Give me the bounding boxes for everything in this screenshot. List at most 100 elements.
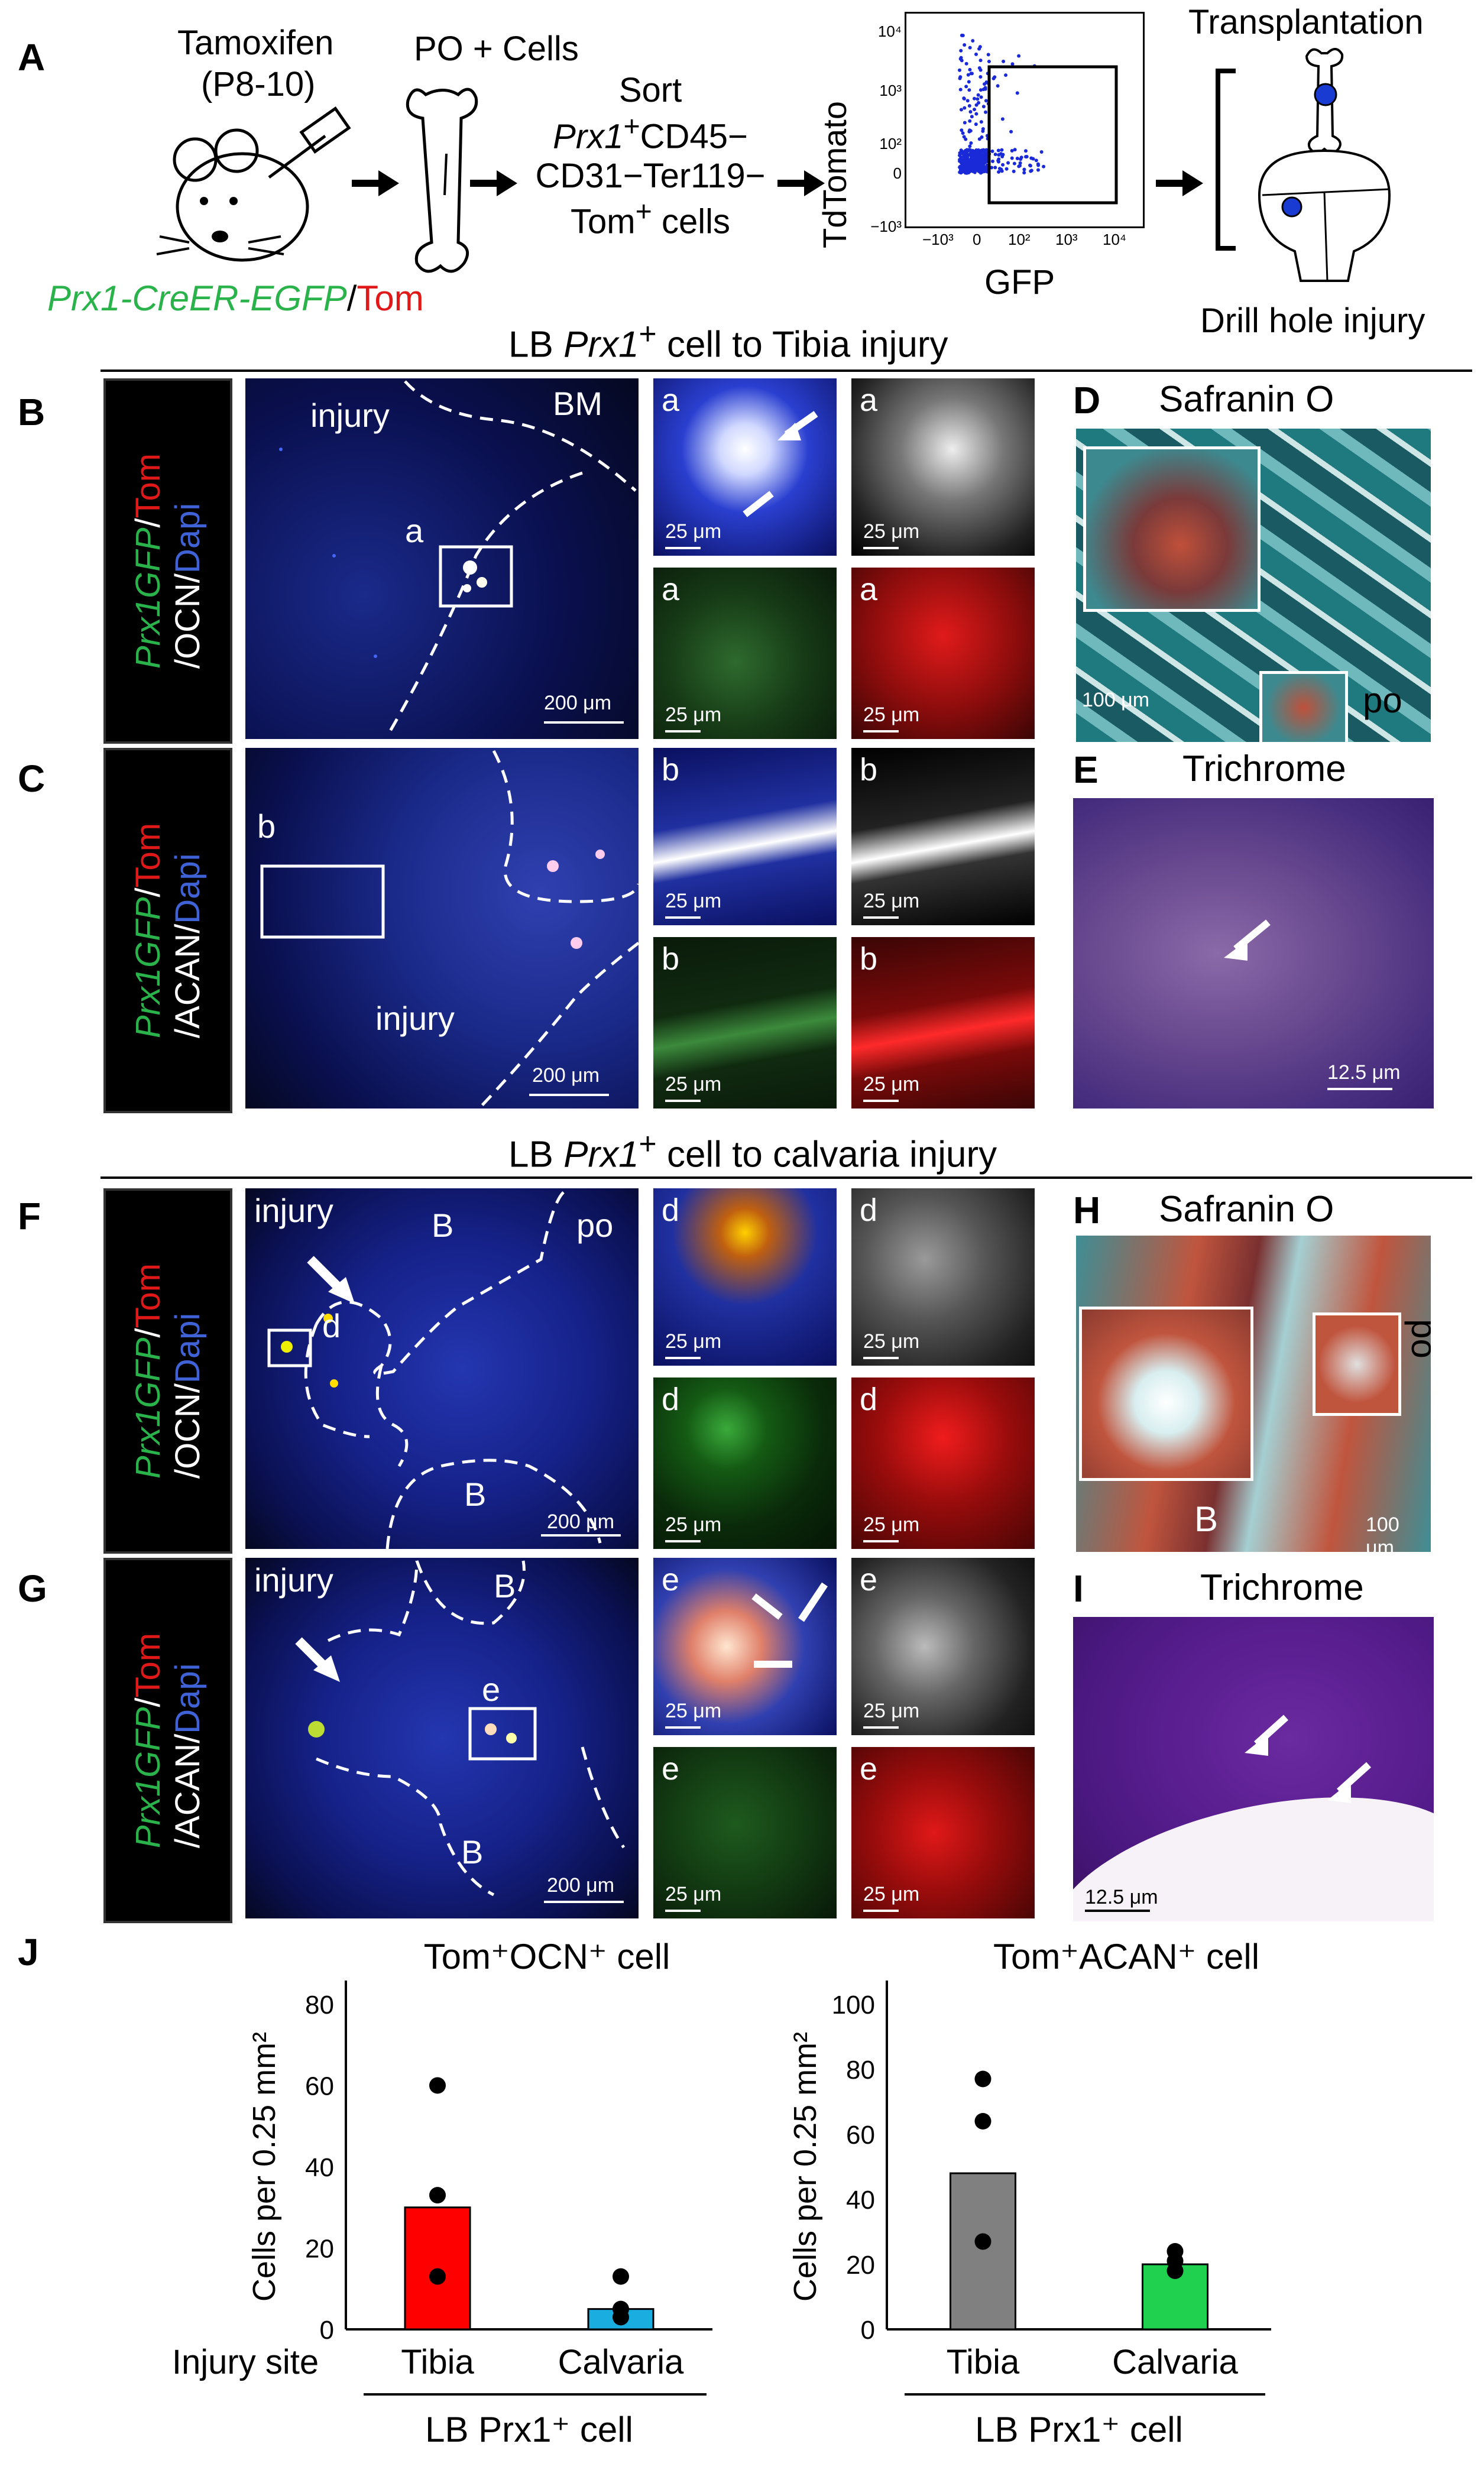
panel-label-h: H: [1073, 1189, 1101, 1231]
group-label: LB Prx1⁺ cell: [425, 2410, 633, 2449]
panel-label-f: F: [18, 1195, 41, 1237]
flow-event: [1031, 157, 1035, 161]
flow-event: [959, 48, 963, 53]
flow-event: [963, 106, 967, 110]
flow-xlabel: GFP: [984, 263, 1055, 302]
flow-event: [969, 141, 973, 145]
stain-label-g: Prx1GFP/Tom/ACAN/Dapi: [103, 1558, 232, 1923]
flow-event: [1022, 171, 1026, 175]
arrow-right-3: [777, 170, 825, 196]
flow-event: [967, 148, 971, 152]
y-tick-label: 0: [320, 2316, 334, 2345]
flow-event: [968, 67, 972, 72]
flow-event: [997, 160, 1001, 164]
stain-label-c: Prx1GFP/Tom/ACAN/Dapi: [103, 748, 232, 1113]
flow-event: [997, 157, 1001, 161]
flow-event: [973, 108, 977, 112]
title-e: Trichrome: [1182, 748, 1346, 789]
tile-b-merge: a 25 μm: [653, 378, 837, 556]
flow-event: [961, 131, 965, 135]
flow-event: [1012, 161, 1016, 166]
flow-event: [972, 96, 976, 101]
data-point: [429, 2187, 446, 2204]
drill-hole-label: Drill hole injury: [1200, 302, 1425, 340]
data-point: [429, 2268, 446, 2285]
stain-label-b: Prx1GFP/Tom/OCN/Dapi: [103, 378, 232, 744]
flow-event: [967, 103, 971, 108]
image-g-acan: injury B e B 200 μm: [245, 1558, 639, 1918]
flow-event: [980, 170, 984, 174]
flow-event: [959, 56, 963, 60]
flow-event: [958, 68, 962, 72]
flow-event: [970, 160, 974, 164]
panel-label-c: C: [18, 757, 46, 800]
scale-bar-label: 200 μm: [547, 1874, 615, 1897]
tile-f-green: d 25 μm: [653, 1378, 837, 1549]
flow-event: [965, 160, 970, 164]
flow-event: [977, 163, 981, 167]
title-i: Trichrome: [1200, 1567, 1364, 1608]
section-divider-tibia: [101, 370, 1472, 372]
flow-event: [978, 75, 983, 79]
y-tick-label: 80: [846, 2056, 875, 2085]
title-d: Safranin O: [1159, 379, 1334, 420]
data-point: [974, 2113, 992, 2130]
flow-event: [1012, 169, 1016, 173]
flow-event: [958, 158, 962, 162]
flow-event: [966, 73, 970, 77]
flow-event: [970, 72, 974, 76]
flow-event: [1034, 158, 1038, 163]
flow-event: [974, 112, 978, 116]
flow-event: [1013, 148, 1017, 152]
y-tick-label: 80: [305, 1991, 334, 2020]
flow-event: [968, 119, 972, 123]
tile-g-green: e 25 μm: [653, 1747, 837, 1918]
tile-f-merge: d 25 μm: [653, 1188, 837, 1366]
flow-event: [968, 153, 973, 157]
data-point: [429, 2077, 446, 2094]
y-tick-label: 100: [832, 1991, 875, 2020]
tile-g-merge: e 25 μm: [653, 1558, 837, 1735]
data-point: [613, 2268, 629, 2285]
data-point: [1167, 2263, 1184, 2279]
tile-f-gray: d 25 μm: [851, 1188, 1035, 1366]
scale-bar-label: 200 μm: [532, 1064, 600, 1087]
flow-event: [967, 88, 971, 92]
flow-event: [1015, 91, 1019, 95]
flow-event: [967, 170, 971, 174]
flow-event: [963, 121, 967, 125]
flow-event: [981, 129, 985, 133]
flow-event: [1002, 59, 1006, 63]
flow-event: [986, 53, 990, 57]
label-bone-1: B: [432, 1207, 454, 1244]
y-axis-label: Cells per 0.25 mm²: [247, 2032, 282, 2302]
flow-event: [1015, 157, 1019, 161]
flow-event: [996, 148, 1000, 153]
flow-event: [1022, 167, 1026, 171]
flow-event: [1029, 169, 1033, 173]
y-axis-label: Cells per 0.25 mm²: [788, 2032, 823, 2302]
flow-event: [977, 47, 981, 51]
flow-event: [971, 38, 975, 43]
image-e-trichrome: 12.5 μm: [1073, 798, 1434, 1109]
x-tick-label: Tibia: [947, 2343, 1020, 2381]
flow-event: [1039, 150, 1044, 154]
flow-event: [976, 148, 980, 153]
scale-bar: [544, 721, 624, 724]
flow-event: [1042, 164, 1046, 168]
label-inset-e: e: [482, 1671, 501, 1708]
flow-event: [997, 170, 1001, 174]
panel-label-g: G: [18, 1567, 47, 1610]
tile-c-red: b 25 μm: [851, 937, 1035, 1109]
data-point: [974, 2233, 992, 2250]
panel-label-j: J: [18, 1931, 39, 1973]
flow-event: [963, 164, 967, 168]
x-axis-label: Injury site: [172, 2343, 319, 2381]
flow-event: [958, 75, 963, 79]
flow-event: [983, 87, 987, 91]
flow-event: [959, 108, 963, 112]
section-divider-calvaria: [101, 1176, 1472, 1179]
stain-label-f: Prx1GFP/Tom/OCN/Dapi: [103, 1188, 232, 1554]
flow-event: [1019, 155, 1023, 160]
label-po: po: [576, 1207, 614, 1244]
